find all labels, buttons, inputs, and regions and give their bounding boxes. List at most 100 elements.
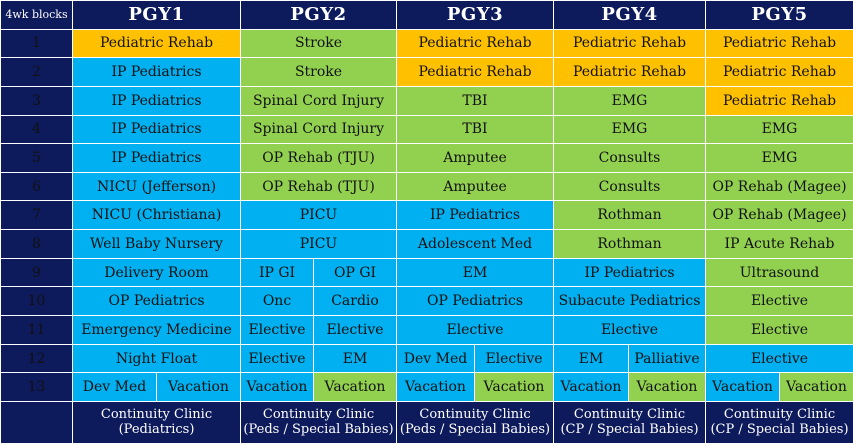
rotation-cell: Consults — [553, 171, 706, 202]
block-number: 3 — [0, 85, 73, 116]
rotation-cell: Amputee — [396, 171, 554, 202]
rotation-cell: IP GI — [240, 257, 314, 288]
rotation-cell: Vacation — [779, 372, 853, 402]
block-row-10: 10 OP Pediatrics Onc Cardio OP Pediatric… — [0, 286, 853, 317]
rotation-cell: Pediatric Rehab — [396, 28, 554, 59]
rotation-cell: EMG — [705, 143, 853, 173]
rotation-cell: Vacation — [396, 372, 475, 402]
rotation-cell: Elective — [553, 315, 706, 345]
rotation-cell: IP Pediatrics — [553, 257, 706, 288]
block-row-12: 12 Night Float Elective EM Dev Med Elect… — [0, 343, 853, 374]
rotation-cell: OP Rehab (Magee) — [705, 200, 853, 231]
rotation-cell: Subacute Pediatrics — [553, 286, 706, 317]
rotation-cell: Vacation — [240, 372, 314, 402]
block-number: 8 — [0, 229, 73, 259]
rotation-cell: Cardio — [313, 286, 397, 317]
continuity-clinic-row: Continuity Clinic (Pediatrics) Continuit… — [0, 400, 853, 444]
header-pgy3: PGY3 — [396, 0, 554, 30]
rotation-cell: NICU (Christiana) — [72, 200, 241, 231]
header-pgy5: PGY5 — [705, 0, 853, 30]
block-number: 11 — [0, 315, 73, 345]
rotation-cell: Dev Med — [396, 343, 475, 374]
rotation-cell: Emergency Medicine — [72, 315, 241, 345]
block-number: 13 — [0, 372, 73, 402]
rotation-cell: Consults — [553, 143, 706, 173]
block-row-9: 9 Delivery Room IP GI OP GI EM IP Pediat… — [0, 257, 853, 288]
block-number: 10 — [0, 286, 73, 317]
clinic-detail: (Peds / Special Babies) — [243, 422, 394, 438]
rotation-cell: Pediatric Rehab — [72, 28, 241, 59]
rotation-cell: Delivery Room — [72, 257, 241, 288]
block-row-4: 4 IP Pediatrics Spinal Cord Injury TBI E… — [0, 114, 853, 145]
continuity-clinic-pgy2: Continuity Clinic (Peds / Special Babies… — [240, 400, 397, 444]
rotation-cell: OP GI — [313, 257, 397, 288]
rotation-cell: EMG — [553, 114, 706, 145]
clinic-title: Continuity Clinic — [419, 407, 531, 423]
clinic-detail: (Peds / Special Babies) — [399, 422, 551, 438]
rotation-cell: EMG — [553, 85, 706, 116]
block-row-1: 1 Pediatric Rehab Stroke Pediatric Rehab… — [0, 28, 853, 59]
rotation-cell: Elective — [396, 315, 554, 345]
rotation-cell: IP Pediatrics — [396, 200, 554, 231]
rotation-cell: Elective — [313, 315, 397, 345]
rotation-cell: OP Pediatrics — [72, 286, 241, 317]
rotation-cell: OP Pediatrics — [396, 286, 554, 317]
rotation-cell: Elective — [474, 343, 554, 374]
rotation-cell: Rothman — [553, 229, 706, 259]
rotation-cell: Elective — [705, 286, 853, 317]
header-pgy1: PGY1 — [72, 0, 241, 30]
rotation-cell: IP Pediatrics — [72, 114, 241, 145]
clinic-title: Continuity Clinic — [573, 407, 686, 423]
rotation-cell: Stroke — [240, 28, 397, 59]
rotation-cell: Pediatric Rehab — [553, 57, 706, 87]
clinic-detail: (CP / Special Babies) — [710, 422, 849, 438]
rotation-cell: Rothman — [553, 200, 706, 231]
block-number: 12 — [0, 343, 73, 374]
rotation-cell: Pediatric Rehab — [705, 28, 853, 59]
header-pgy4: PGY4 — [553, 0, 706, 30]
block-row-3: 3 IP Pediatrics Spinal Cord Injury TBI E… — [0, 85, 853, 116]
rotation-cell: Elective — [705, 343, 853, 374]
rotation-cell: Ultrasound — [705, 257, 853, 288]
clinic-title: Continuity Clinic — [100, 407, 213, 423]
rotation-cell: Night Float — [72, 343, 241, 374]
rotation-cell: Elective — [240, 343, 314, 374]
rotation-cell: Vacation — [474, 372, 554, 402]
rotation-cell: Pediatric Rehab — [705, 85, 853, 116]
rotation-cell: Spinal Cord Injury — [240, 85, 397, 116]
rotation-cell: NICU (Jefferson) — [72, 171, 241, 202]
rotation-cell: Pediatric Rehab — [396, 57, 554, 87]
rotation-cell: Pediatric Rehab — [705, 57, 853, 87]
rotation-cell: IP Pediatrics — [72, 57, 241, 87]
rotation-cell: EMG — [705, 114, 853, 145]
rotation-cell: Pediatric Rehab — [553, 28, 706, 59]
rotation-cell: IP Acute Rehab — [705, 229, 853, 259]
rotation-cell: OP Rehab (TJU) — [240, 143, 397, 173]
rotation-cell: EM — [396, 257, 554, 288]
rotation-cell: Vacation — [705, 372, 780, 402]
continuity-clinic-pgy1: Continuity Clinic (Pediatrics) — [72, 400, 241, 444]
rotation-cell: IP Pediatrics — [72, 143, 241, 173]
rotation-cell: TBI — [396, 114, 554, 145]
rotation-cell: OP Rehab (TJU) — [240, 171, 397, 202]
header-row: 4wk blocks PGY1 PGY2 PGY3 PGY4 PGY5 — [0, 0, 853, 30]
block-number: 4 — [0, 114, 73, 145]
rotation-cell: Well Baby Nursery — [72, 229, 241, 259]
rotation-cell: EM — [553, 343, 629, 374]
rotation-cell: Vacation — [553, 372, 629, 402]
continuity-clinic-pgy5: Continuity Clinic (CP / Special Babies) — [705, 400, 853, 444]
rotation-cell: Adolescent Med — [396, 229, 554, 259]
block-row-6: 6 NICU (Jefferson) OP Rehab (TJU) Ampute… — [0, 171, 853, 202]
rotation-cell: TBI — [396, 85, 554, 116]
continuity-clinic-pgy3: Continuity Clinic (Peds / Special Babies… — [396, 400, 554, 444]
rotation-cell: Amputee — [396, 143, 554, 173]
rotation-cell: Spinal Cord Injury — [240, 114, 397, 145]
block-row-2: 2 IP Pediatrics Stroke Pediatric Rehab P… — [0, 57, 853, 87]
block-number: 2 — [0, 57, 73, 87]
block-number: 6 — [0, 171, 73, 202]
rotation-cell: EM — [313, 343, 397, 374]
rotation-cell: OP Rehab (Magee) — [705, 171, 853, 202]
clinic-title: Continuity Clinic — [262, 407, 375, 423]
header-pgy2: PGY2 — [240, 0, 397, 30]
